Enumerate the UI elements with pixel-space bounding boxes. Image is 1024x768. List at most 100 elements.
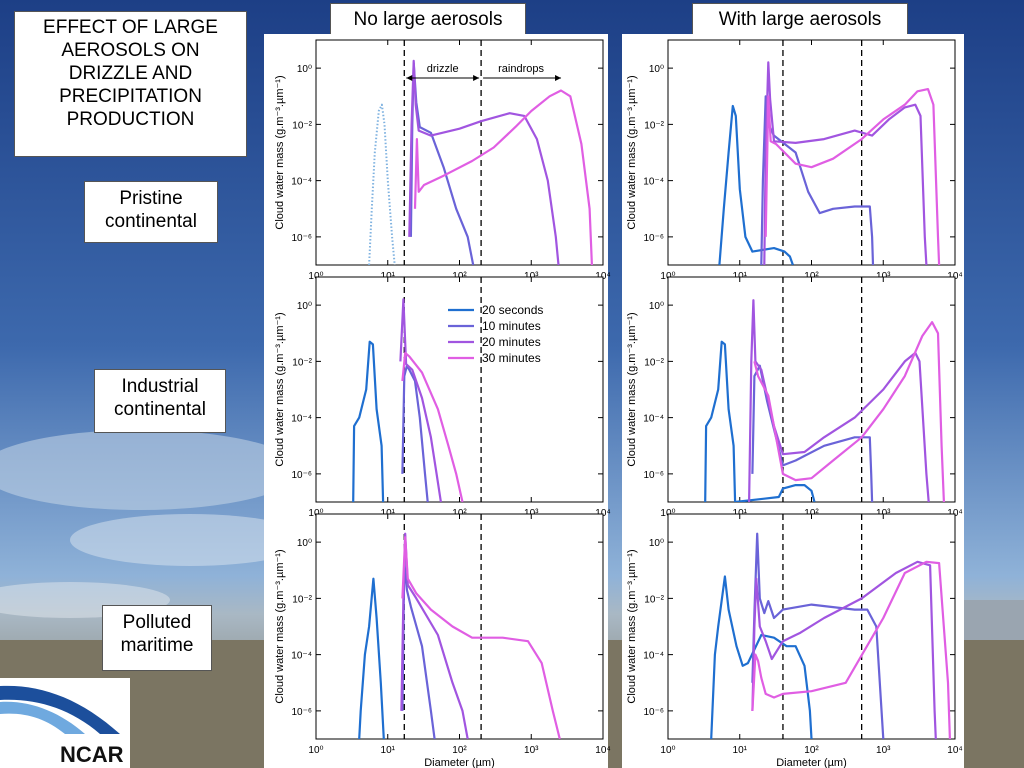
y-tick-label: 10⁻⁶ [643,707,664,718]
series-line-20-seconds [368,103,396,265]
y-axis-label: Cloud water mass (g.m⁻³.µm⁻¹) [626,312,638,466]
series-line-20-minutes [763,61,928,265]
series-line-30-minutes [751,560,951,739]
series-group [718,61,941,265]
y-tick-label: 10⁻⁴ [291,651,312,662]
series-line-30-minutes [764,88,941,265]
x-axis-label: Diameter (µm) [776,757,847,768]
plot-frame [315,39,604,266]
row-label-industrial-continental: Industrial continental [94,369,226,433]
y-tick-label: 10⁻⁶ [291,233,312,244]
series-line-10-minutes [401,364,429,502]
row-label-pristine-continental: Pristine continental [84,181,218,243]
ncar-swoosh-icon [0,685,120,734]
title-line: AEROSOLS ON [61,40,200,61]
logo-text: NCAR [60,742,124,767]
y-tick-label: 10⁻² [644,594,664,605]
y-tick-label: 10⁻⁶ [291,470,312,481]
plot-frame [315,276,604,503]
legend-entry: 20 minutes [482,335,541,349]
series-line-30-minutes [401,351,464,502]
y-tick-label: 10⁻² [292,594,312,605]
row-label-line: continental [114,399,206,420]
row-label-line: Industrial [121,376,199,397]
y-tick-label: 10⁰ [297,64,312,75]
y-tick-label: 10⁻² [292,120,312,131]
y-tick-label: 10⁻⁶ [643,470,664,481]
plot-frame [667,276,956,503]
y-axis-label: Cloud water mass (g.m⁻³.µm⁻¹) [274,549,286,703]
x-tick-label: 10⁰ [308,745,323,756]
series-group [704,299,945,502]
y-tick-label: 10⁰ [297,301,312,312]
y-tick-label: 10⁻⁴ [643,177,664,188]
y-tick-label: 10⁰ [649,538,664,549]
y-tick-label: 10⁻⁴ [291,177,312,188]
series-line-20-minutes [751,560,937,739]
series-line-30-minutes [413,89,593,265]
y-tick-label: 10⁰ [649,64,664,75]
y-tick-label: 10⁻⁴ [643,414,664,425]
series-line-20-seconds [352,340,385,502]
series-line-30-minutes [753,321,945,502]
series-group [368,59,593,265]
x-tick-label: 10⁴ [595,745,610,756]
ncar-logo [0,678,130,768]
y-axis-label: Cloud water mass (g.m⁻³.µm⁻¹) [626,549,638,703]
series-line-10-minutes [751,532,885,739]
x-tick-label: 10³ [876,745,891,756]
series-group [352,298,464,502]
legend-entry: 20 seconds [482,303,543,317]
series-line-30-minutes [401,536,561,739]
title-line: PRECIPITATION [59,86,202,107]
y-tick-label: 10⁻⁶ [643,233,664,244]
title-line: PRODUCTION [66,109,195,130]
y-tick-label: 10⁰ [649,301,664,312]
row-label-line: continental [105,211,197,232]
row-label-line: maritime [120,635,194,656]
y-tick-label: 10⁻² [644,120,664,131]
row-label-polluted-maritime: Polluted maritime [102,605,212,671]
y-tick-label: 10⁻⁴ [643,651,664,662]
x-tick-label: 10² [452,745,467,756]
series-line-20-seconds [718,104,794,265]
row-label-line: Pristine [119,188,183,209]
x-axis-label: Diameter (µm) [424,757,495,768]
series-group [710,532,951,739]
y-tick-label: 10⁰ [297,538,312,549]
y-axis-label: Cloud water mass (g.m⁻³.µm⁻¹) [626,75,638,229]
y-tick-label: 10⁻² [292,357,312,368]
y-axis-label: Cloud water mass (g.m⁻³.µm⁻¹) [274,312,286,466]
title-line: DRIZZLE AND [68,63,193,84]
raindrops-label: raindrops [498,63,544,75]
x-tick-label: 10⁴ [947,745,962,756]
slide-title: EFFECT OF LARGE AEROSOLS ON DRIZZLE AND … [14,11,247,157]
y-axis-label: Cloud water mass (g.m⁻³.µm⁻¹) [274,75,286,229]
y-tick-label: 10⁻² [644,357,664,368]
legend: 20 seconds 10 minutes 20 minutes 30 minutes [448,303,543,365]
legend-entry: 30 minutes [482,351,541,365]
series-line-20-minutes [748,299,930,502]
series-line-20-seconds [358,577,385,739]
y-tick-label: 10⁻⁴ [291,414,312,425]
subplot-polluted-with-large: 10⁰ 10¹ 10² 10³ 10⁴ 10⁰ 10⁻² 10⁻⁴ 10⁻⁶ Cloud wate… [626,513,963,768]
series-group [358,532,561,739]
series-line-10-minutes [760,95,875,265]
series-line-20-minutes [399,298,442,502]
series-line-20-seconds [704,340,816,502]
drizzle-label: drizzle [427,63,459,75]
series-line-20-minutes [408,59,560,265]
x-tick-label: 10¹ [381,745,396,756]
series-line-20-seconds [710,575,813,739]
legend-entry: 10 minutes [482,319,541,333]
title-line: EFFECT OF LARGE [43,17,218,38]
x-tick-label: 10² [804,745,819,756]
plot-frame [667,39,956,266]
subplot-polluted-no-large: 10⁰ 10¹ 10² 10³ 10⁴ 10⁰ 10⁻² 10⁻⁴ 10⁻⁶ Cloud wate… [274,513,611,768]
y-tick-label: 10⁻⁶ [291,707,312,718]
